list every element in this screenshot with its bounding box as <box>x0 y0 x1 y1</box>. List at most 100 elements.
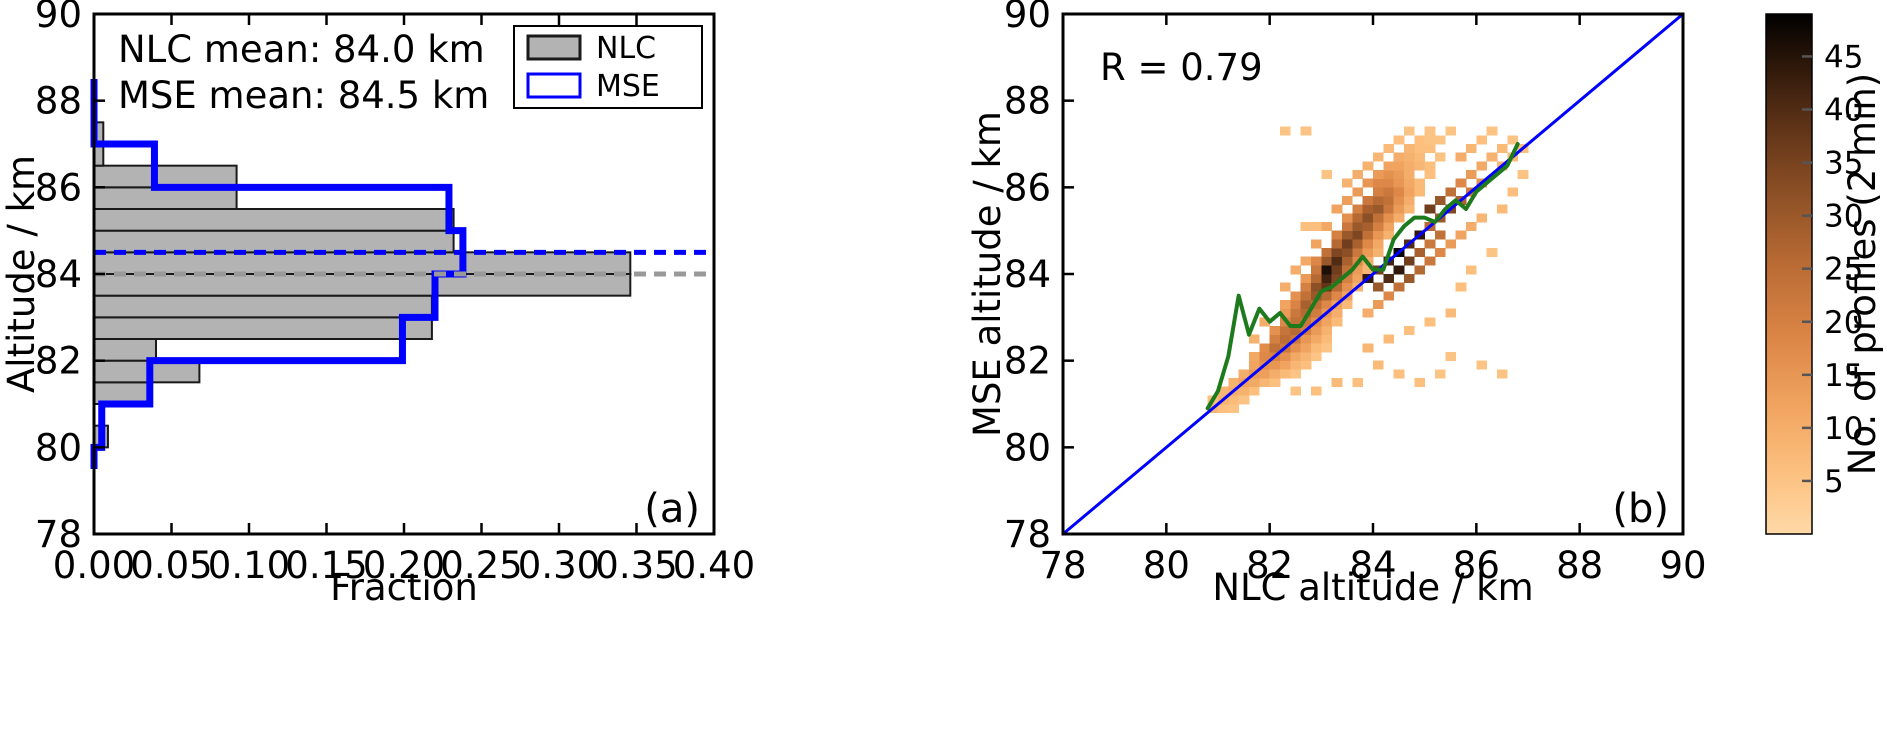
panel-b-heatmap-cell <box>1352 378 1364 388</box>
panel-b-heatmap-cell <box>1383 196 1395 206</box>
panel-b-heatmap-cell <box>1383 170 1395 180</box>
panel-a-nlc-bar <box>93 316 433 341</box>
panel-b-heatmap-cell <box>1486 248 1498 258</box>
panel-b-heatmap-cell <box>1218 404 1229 414</box>
panel-b-heatmap-cell <box>1435 196 1446 206</box>
panel-a-nlc-bar <box>93 294 433 319</box>
panel-b-heatmap-cell <box>1228 395 1240 405</box>
panel-b-heatmap-cell <box>1362 265 1374 275</box>
colorbar-ticks: 5 10 15 20 25 30 35 40 45 <box>1802 39 1863 500</box>
panel-b-heatmap-cell <box>1435 135 1446 145</box>
panel-b-heatmap-cell <box>1321 326 1333 336</box>
colorbar-tick-label: 10 <box>1824 411 1863 447</box>
panel-b-heatmap-cell <box>1362 308 1374 318</box>
panel-b-heatmap-cell <box>1311 352 1322 362</box>
panel-b-heatmap-cell <box>1466 170 1477 180</box>
panel-b-heatmap-cell <box>1342 222 1353 232</box>
panel-b-heatmap-cell <box>1300 334 1312 344</box>
panel-b-heatmap-cell <box>1404 161 1415 171</box>
panel-b-heatmap-cell <box>1311 326 1322 336</box>
panel-b-heatmap-cell <box>1373 187 1384 197</box>
panel-b-heatmap-cell <box>1228 404 1240 414</box>
panel-b-heatmap-cell <box>1269 334 1281 344</box>
panel-b-heatmap-cell <box>1238 386 1250 396</box>
panel-b-heatmap-cell <box>1352 187 1364 197</box>
panel-b-heatmap-cell <box>1321 334 1333 344</box>
panel-b-heatmap-cell <box>1455 230 1467 240</box>
panel-b-heatmap-cell <box>1280 326 1291 336</box>
panel-b-heatmap-cell <box>1249 360 1260 370</box>
panel-b-heatmap-cell <box>1280 308 1291 318</box>
panel-a-xtick-label: 0.00 <box>53 544 135 587</box>
panel-b-ytick-label: 86 <box>1004 166 1051 209</box>
panel-b-heatmap-cell <box>1486 152 1498 162</box>
panel-b-heatmap-cell <box>1362 239 1374 249</box>
panel-b-heatmap-cell <box>1290 291 1302 301</box>
panel-b-heatmap-cell <box>1290 343 1302 353</box>
panel-b-heatmap-cell <box>1290 308 1302 318</box>
panel-b-ytick-label: 78 <box>1004 513 1051 556</box>
panel-b-xlabel: NLC altitude / km <box>1212 566 1533 609</box>
colorbar-tick-label: 5 <box>1824 464 1844 500</box>
panel-b-heatmap-cell <box>1342 230 1353 240</box>
panel-b-heatmap-cell <box>1228 378 1240 388</box>
panel-b-heatmap-cell <box>1311 343 1322 353</box>
panel-b-heatmap-cell <box>1290 317 1302 327</box>
panel-b-heatmap-cell <box>1238 395 1250 405</box>
panel-b-heatmap-cell <box>1486 126 1498 136</box>
panel-a-xlabel: Fraction <box>330 566 478 609</box>
panel-b-heatmap-cell <box>1331 378 1343 388</box>
panel-b-heatmap-cell <box>1404 187 1415 197</box>
panel-b-heatmap-cell <box>1404 326 1415 336</box>
panel-b-heatmap-cell <box>1507 187 1519 197</box>
panel-b-heatmap-cell <box>1445 126 1457 136</box>
panel-b-heatmap-cell <box>1373 196 1384 206</box>
panel-b-heatmap-cell <box>1280 282 1291 292</box>
panel-a-xtick-label: 0.10 <box>208 544 290 587</box>
panel-b-heatmap-cell <box>1342 282 1353 292</box>
panel-b-heatmap-cell <box>1321 317 1333 327</box>
panel-b-heatmap-cell <box>1311 334 1322 344</box>
panel-b-heatmap-cell <box>1393 135 1405 145</box>
panel-b-heatmap-cell <box>1414 378 1426 388</box>
panel-b-heatmap-cell <box>1404 196 1415 206</box>
panel-a-ytick-label: 80 <box>35 426 82 469</box>
colorbar-tick-label: 35 <box>1824 146 1863 182</box>
colorbar-tick-label: 20 <box>1824 305 1863 341</box>
panel-b-heatmap-cell <box>1445 308 1457 318</box>
panel-b-heatmap-cell <box>1393 213 1405 223</box>
panel-b-heatmap-cell <box>1445 187 1457 197</box>
panel-b-heatmap-cell <box>1311 274 1322 284</box>
panel-b-heatmap-cell <box>1414 265 1426 275</box>
panel-b-heatmap-cell <box>1352 274 1364 284</box>
panel-b-heatmap-cell <box>1352 222 1364 232</box>
panel-b-heatmap-cell <box>1300 291 1312 301</box>
panel-b-heatmap-cell <box>1342 256 1353 266</box>
panel-a: 0.000.050.100.150.200.250.300.350.40 78 8… <box>0 0 755 609</box>
panel-b-heatmap-cell <box>1393 178 1405 188</box>
panel-b-xtick-label: 86 <box>1453 544 1500 587</box>
panel-b-heatmap-cell <box>1435 230 1446 240</box>
panel-b-heatmap-cell <box>1300 343 1312 353</box>
legend-swatch-mse <box>526 72 582 99</box>
panel-b-ytick-label: 88 <box>1004 80 1051 123</box>
panel-a-nlc-bar <box>93 273 632 297</box>
panel-b-heatmap-cell <box>1414 161 1426 171</box>
panel-b-heatmap-cell <box>1383 291 1395 301</box>
panel-b-heatmap-cell <box>1300 256 1312 266</box>
panel-a-label: (a) <box>644 486 700 532</box>
panel-b-heatmap-cell <box>1259 317 1271 327</box>
panel-b-xtick-label: 84 <box>1349 544 1396 587</box>
panel-b-heatmap-cell <box>1404 204 1415 214</box>
panel-b-heatmap-cell <box>1455 282 1467 292</box>
panel-b-heatmap-cell <box>1435 248 1446 258</box>
colorbar-tick-label: 25 <box>1824 252 1863 288</box>
panel-b-heatmap-cell <box>1466 265 1477 275</box>
panel-b-heatmap-cell <box>1300 274 1312 284</box>
panel-b-heatmap-cell <box>1269 326 1281 336</box>
panel-b-heatmap-cell <box>1404 178 1415 188</box>
panel-b-heatmap-cell <box>1362 230 1374 240</box>
panel-b-heatmap-cell <box>1393 265 1405 275</box>
panel-b-median-profile <box>1205 142 1520 411</box>
panel-a-legend[interactable]: NLC MSE <box>513 25 703 109</box>
